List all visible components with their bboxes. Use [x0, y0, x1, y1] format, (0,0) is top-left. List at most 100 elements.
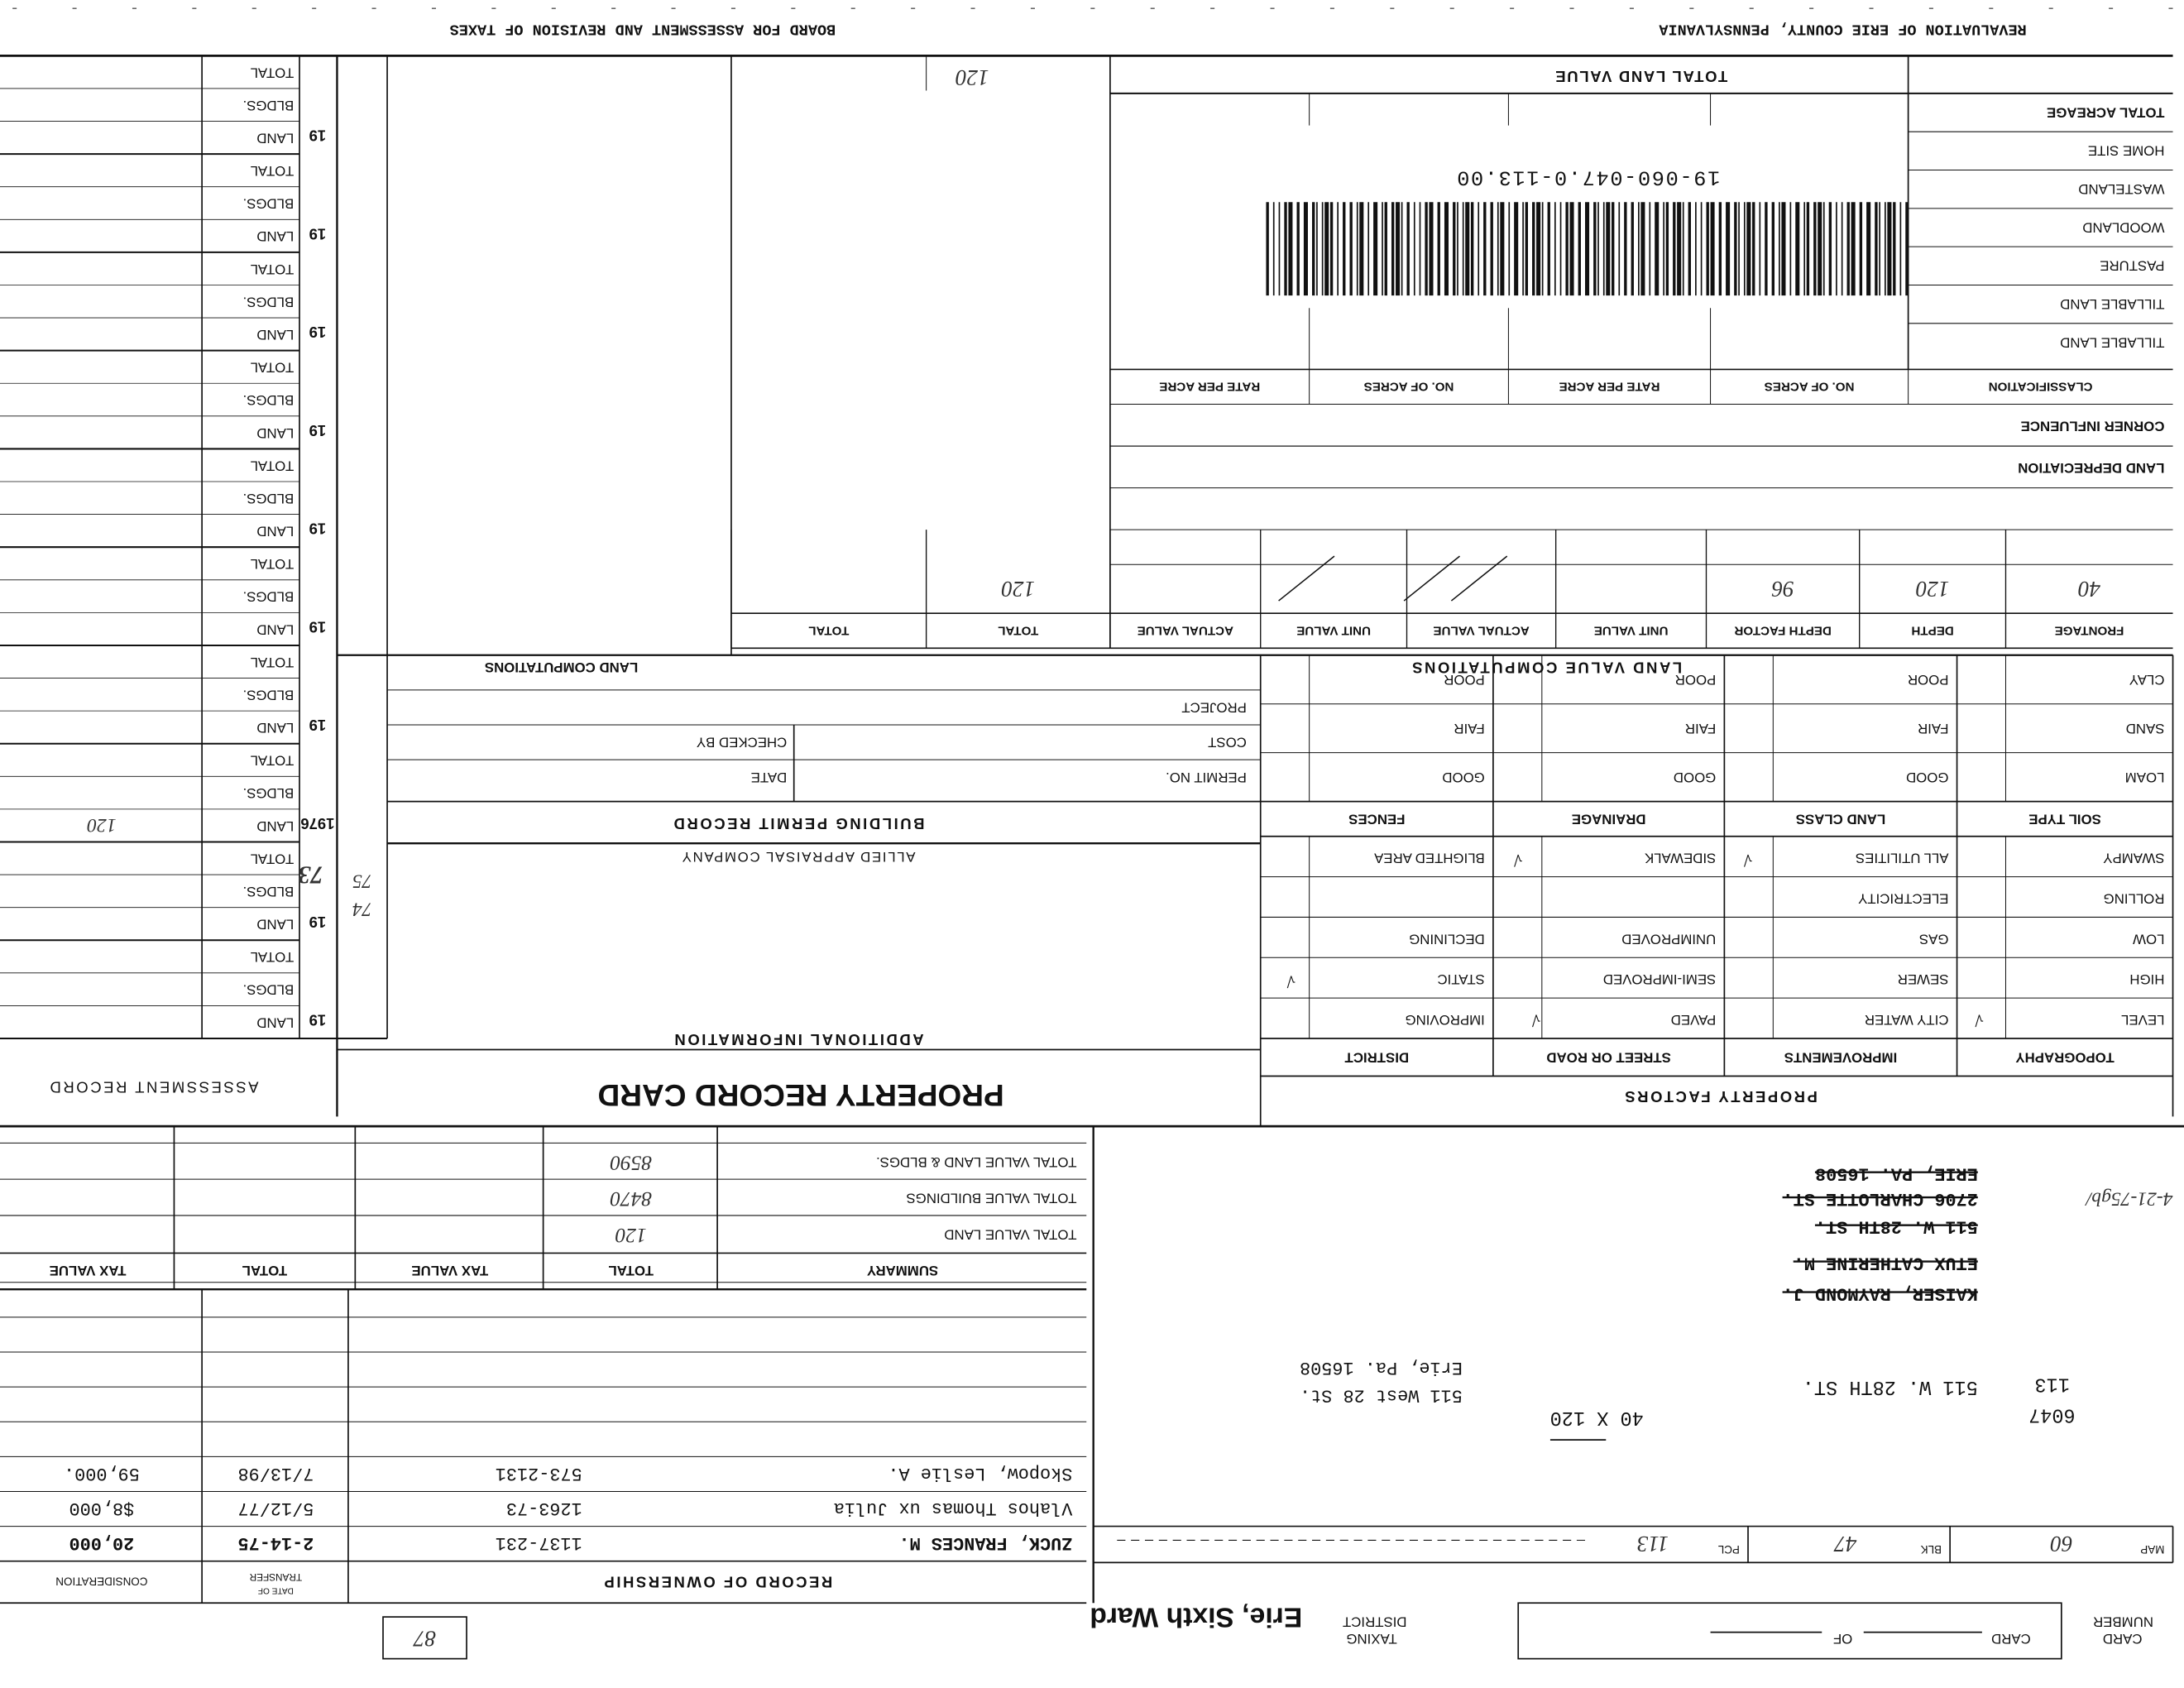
- barcode-bar: [1836, 202, 1837, 296]
- former-owner: 511 W. 28TH ST.: [1815, 1216, 1978, 1237]
- label: TOTAL: [808, 623, 849, 637]
- label: PCL: [1717, 1543, 1740, 1556]
- barcode-bar: [1795, 202, 1800, 296]
- barcode-bar: [1425, 202, 1428, 296]
- barcode-bar: [1828, 202, 1832, 296]
- barcode-bar: [1525, 202, 1528, 296]
- label: TOTAL VALUE LAND & BLDGS.: [876, 1154, 1076, 1170]
- barcode-bar: [1875, 202, 1878, 296]
- label: BLK: [1921, 1543, 1942, 1556]
- barcode-bar: [1597, 202, 1599, 296]
- barcode-bar: [1465, 202, 1470, 296]
- barcode-bar: [1500, 202, 1505, 296]
- label: LAND: [256, 327, 294, 343]
- label: TOTAL VALUE LAND: [944, 1226, 1076, 1242]
- assessment-year: 19: [309, 717, 327, 734]
- barcode-bar: [1859, 202, 1863, 296]
- label: 1137-231: [496, 1532, 582, 1553]
- label: PAVED: [1671, 1012, 1717, 1028]
- barcode-bar: [1565, 202, 1569, 296]
- label: BLDGS.: [243, 785, 295, 801]
- label: CLASSIFICATION: [1989, 380, 2093, 394]
- label: FAIR: [1918, 721, 1948, 736]
- barcode-bar: [1278, 202, 1281, 296]
- label: LOW: [2133, 931, 2164, 947]
- check-mark: √: [1975, 1012, 1984, 1029]
- label: SUMMARY: [867, 1263, 938, 1278]
- label: LEVEL: [2121, 1012, 2164, 1028]
- barcode-bar: [1490, 202, 1493, 296]
- label: LAND COMPUTATIONS: [485, 659, 638, 675]
- barcode-bar: [1569, 202, 1574, 296]
- label: LOAM: [2125, 770, 2165, 785]
- label: PROPERTY FACTORS: [1623, 1088, 1818, 1105]
- label: LAND DEPRECIATION: [2018, 460, 2164, 476]
- barcode-bar: [1899, 202, 1902, 296]
- label: COST: [1208, 735, 1247, 750]
- label: 60: [2050, 1532, 2072, 1556]
- rule: [1450, 555, 1508, 602]
- label: RATE PER ACRE: [1559, 380, 1660, 394]
- barcode-bar: [1554, 202, 1556, 296]
- barcode-bar: [1462, 202, 1464, 296]
- barcode-bar: [1893, 202, 1896, 296]
- label: LAND: [256, 425, 294, 441]
- label: WOODLAND: [2082, 219, 2164, 235]
- label: 19-060-047.0-113.00: [1455, 165, 1720, 189]
- label: ASSESSMENT RECORD: [48, 1078, 258, 1096]
- barcode-bar: [1818, 202, 1822, 296]
- box: [1517, 1602, 2062, 1660]
- barcode-bar: [1547, 202, 1550, 296]
- label: GOOD: [1442, 770, 1484, 785]
- label: 47: [1833, 1532, 1856, 1556]
- label: ELECTRICITY: [1858, 890, 1948, 906]
- assessment-year: 19: [309, 225, 327, 242]
- card-title: PROPERTY RECORD CARD: [598, 1078, 1004, 1113]
- label: TILLABLE LAND: [2060, 334, 2164, 350]
- label: TOTAL LAND VALUE: [1554, 68, 1728, 85]
- barcode-bar: [1541, 202, 1544, 296]
- label: DISTRICT: [1343, 1614, 1407, 1630]
- label: TOTAL: [251, 360, 295, 376]
- label: SAND: [2126, 721, 2165, 736]
- label: DISTRICT: [1344, 1049, 1409, 1065]
- title-left: REVALUATION OF ERIE COUNTY, PENNSYLVANIA: [1659, 20, 2027, 37]
- label: TOTAL: [251, 261, 295, 277]
- barcode-bar: [1478, 202, 1480, 296]
- barcode-bar: [1822, 202, 1825, 296]
- label: BLDGS.: [243, 294, 295, 309]
- label: CLAY: [2129, 672, 2165, 688]
- label: DRAINAGE: [1572, 811, 1646, 827]
- barcode-bar: [1413, 202, 1415, 296]
- label: 75: [352, 870, 372, 892]
- label: ZUCK, FRANCES M.: [898, 1532, 1072, 1553]
- label: 511 W. 28TH ST.: [1803, 1375, 1978, 1398]
- barcode-bar: [1602, 202, 1605, 296]
- label: TOTAL: [251, 163, 295, 179]
- barcode-bar: [1706, 202, 1709, 296]
- label: TAX VALUE: [50, 1263, 127, 1278]
- label: ALL UTILITIES: [1856, 851, 1949, 866]
- label: HIGH: [2129, 971, 2164, 987]
- barcode-bar: [1296, 202, 1300, 296]
- barcode-bar: [1726, 202, 1731, 296]
- assessment-year: 19: [309, 914, 327, 931]
- label: GAS: [1919, 931, 1949, 947]
- barcode-bar: [1391, 202, 1395, 296]
- label: TOTAL: [608, 1263, 654, 1278]
- label: DEPTH: [1911, 623, 1953, 637]
- label: 40: [2078, 577, 2100, 602]
- label: BLDGS.: [243, 687, 295, 703]
- barcode-bar: [1429, 202, 1434, 296]
- barcode-bar: [1718, 202, 1722, 296]
- barcode-bar: [1312, 202, 1315, 296]
- label: TOTAL VALUE BUILDINGS: [906, 1191, 1076, 1206]
- label: BLDGS.: [243, 98, 295, 113]
- barcode-bar: [1585, 202, 1590, 296]
- label: 113: [2035, 1373, 2070, 1395]
- label: BLIGHTED AREA: [1373, 851, 1484, 866]
- barcode-bar: [1356, 202, 1358, 296]
- rule: [1278, 555, 1335, 602]
- barcode-bar: [1329, 202, 1334, 296]
